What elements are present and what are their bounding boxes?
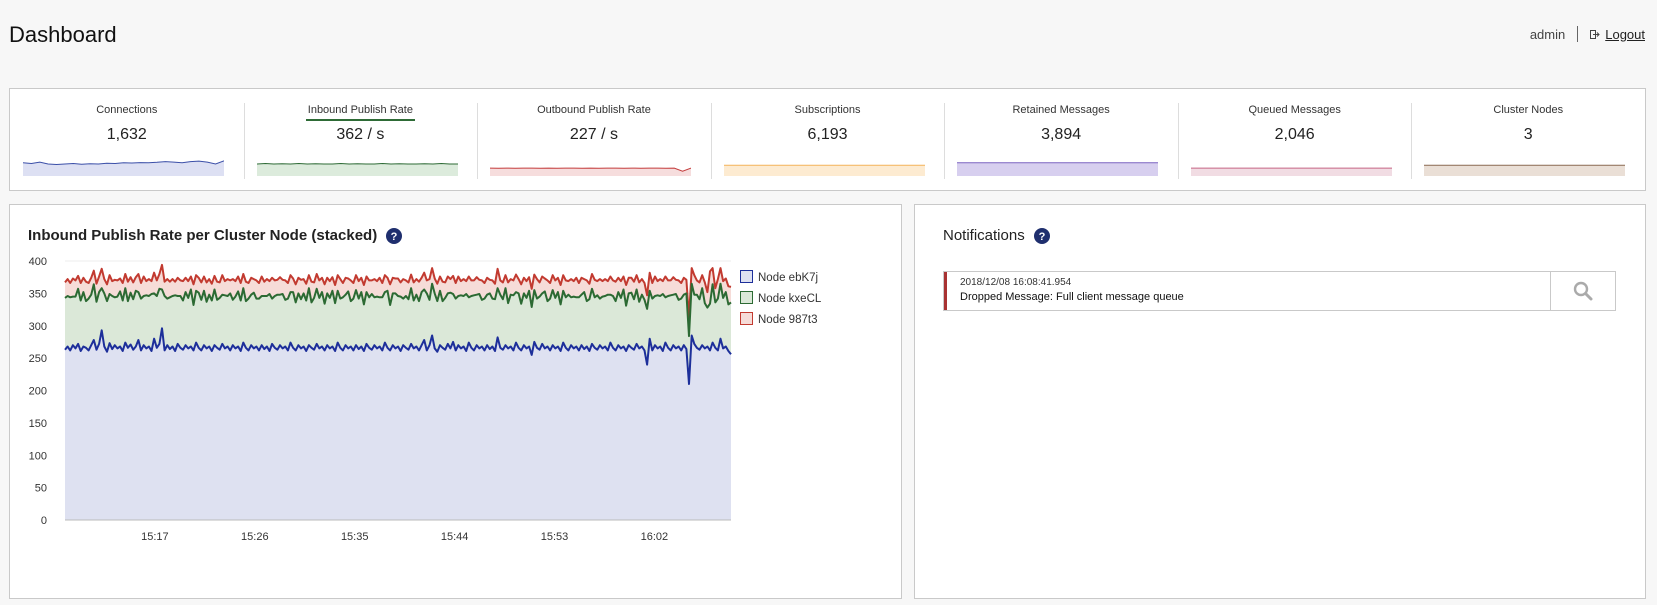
chart-title: Inbound Publish Rate per Cluster Node (s… xyxy=(28,227,378,244)
metric-value: 2,046 xyxy=(1274,126,1315,143)
y-tick-label: 300 xyxy=(29,321,47,333)
metric-sparkline xyxy=(23,160,224,176)
question-circle-icon[interactable]: ? xyxy=(386,227,403,244)
x-tick-label: 16:02 xyxy=(641,531,669,543)
x-tick-label: 15:26 xyxy=(241,531,269,543)
x-tick-label: 15:17 xyxy=(141,531,169,543)
legend-label: Node kxeCL xyxy=(758,293,822,305)
notification-search-button[interactable] xyxy=(1550,272,1615,310)
question-circle-icon[interactable]: ? xyxy=(1033,227,1050,244)
metric-value: 3,894 xyxy=(1041,126,1082,143)
series-line xyxy=(64,263,732,319)
metric-retained-messages[interactable]: Retained Messages 3,894 xyxy=(944,89,1178,190)
metric-queued-messages[interactable]: Queued Messages 2,046 xyxy=(1177,89,1412,190)
stacked-area-chart: 0 50 100 150 200 250 300 350 400 15:17 15:26 15:35 1… xyxy=(29,256,822,543)
metric-sparkline xyxy=(957,162,1159,176)
sparkline-area xyxy=(256,163,458,176)
metric-value: 6,193 xyxy=(807,126,848,143)
series-line xyxy=(64,282,732,338)
metrics-bar: Connections 1,632 Inbound Publish Rate 3… xyxy=(9,88,1646,191)
notification-message: Dropped Message: Full client message que… xyxy=(960,291,1184,303)
sparkline-area xyxy=(1190,168,1392,176)
y-tick-label: 350 xyxy=(29,288,47,300)
metric-inbound-publish-rate[interactable]: Inbound Publish Rate 362 / s xyxy=(243,89,478,190)
notifications-panel-header: Notifications ? xyxy=(943,227,1050,244)
metric-value: 227 / s xyxy=(569,126,618,143)
metric-subscriptions[interactable]: Subscriptions 6,193 xyxy=(710,89,945,190)
header: Dashboard admin Logout xyxy=(0,0,1657,80)
metric-label: Connections xyxy=(96,104,158,116)
sparkline-area xyxy=(1424,165,1626,176)
separator xyxy=(1577,26,1579,42)
metric-value: 362 / s xyxy=(336,126,385,143)
metric-outbound-publish-rate[interactable]: Outbound Publish Rate 227 / s xyxy=(477,89,711,190)
legend-label: Node ebK7j xyxy=(758,272,818,284)
search-icon xyxy=(1573,281,1593,301)
metric-label: Outbound Publish Rate xyxy=(537,104,651,116)
metric-label: Subscriptions xyxy=(794,104,861,116)
username: admin xyxy=(1529,26,1566,42)
metric-sparkline xyxy=(723,164,925,176)
metric-sparkline xyxy=(256,162,458,176)
sparkline-area xyxy=(723,165,925,176)
sparkline-line xyxy=(490,167,692,172)
page-title: Dashboard xyxy=(9,22,117,47)
svg-text:?: ? xyxy=(391,231,398,243)
metric-cluster-nodes[interactable]: Cluster Nodes 3 xyxy=(1411,89,1645,190)
series-area xyxy=(65,328,731,520)
legend-swatch xyxy=(740,291,753,304)
chart-panel: 0 50 100 150 200 250 300 350 400 15:17 15:26 15:35 1… xyxy=(9,204,902,599)
metric-label: Retained Messages xyxy=(1012,104,1110,116)
metric-value: 3 xyxy=(1523,126,1533,143)
metric-sparkline xyxy=(1190,167,1392,176)
y-tick-label: 100 xyxy=(29,450,47,462)
sign-out-icon xyxy=(1590,29,1600,39)
y-tick-label: 250 xyxy=(29,353,47,365)
y-tick-label: 400 xyxy=(29,256,47,268)
series-area xyxy=(65,283,731,384)
metric-sparkline xyxy=(490,167,692,176)
notifications-title: Notifications xyxy=(943,227,1025,244)
y-tick-label: 50 xyxy=(35,483,47,495)
notifications-panel: Notifications ? 2018/12/08 16:08:41.954 … xyxy=(914,204,1646,599)
metric-sparkline xyxy=(1424,164,1626,176)
x-tick-label: 15:44 xyxy=(441,531,469,543)
svg-text:?: ? xyxy=(1038,231,1045,243)
y-tick-label: 200 xyxy=(29,386,47,398)
x-tick-label: 15:35 xyxy=(341,531,369,543)
series-area xyxy=(65,264,731,337)
notification-body: 2018/12/08 16:08:41.954 Dropped Message:… xyxy=(944,272,1550,310)
series-line xyxy=(64,327,732,385)
metric-label: Queued Messages xyxy=(1248,104,1341,116)
legend-label: Node 987t3 xyxy=(758,314,817,326)
legend-swatch xyxy=(740,312,753,325)
notification-item[interactable]: 2018/12/08 16:08:41.954 Dropped Message:… xyxy=(943,271,1616,311)
metric-label: Cluster Nodes xyxy=(1493,104,1564,116)
sparkline-area xyxy=(23,160,224,176)
notification-timestamp: 2018/12/08 16:08:41.954 xyxy=(960,277,1072,288)
y-tick-label: 150 xyxy=(29,418,47,430)
sparkline-line xyxy=(256,162,458,165)
user-area: admin Logout xyxy=(1530,26,1645,42)
metric-value: 1,632 xyxy=(106,126,147,143)
sparkline-area xyxy=(957,162,1159,176)
y-tick-label: 0 xyxy=(41,515,47,527)
sparkline-area xyxy=(490,168,692,176)
chart-panel-header: Inbound Publish Rate per Cluster Node (s… xyxy=(28,227,403,244)
sparkline-line xyxy=(23,160,224,166)
metric-connections[interactable]: Connections 1,632 xyxy=(10,89,244,190)
logout-link[interactable]: Logout xyxy=(1590,27,1645,42)
legend-swatch xyxy=(740,270,753,283)
metric-label: Inbound Publish Rate xyxy=(305,104,415,121)
logout-label: Logout xyxy=(1605,26,1645,42)
x-tick-label: 15:53 xyxy=(541,531,569,543)
